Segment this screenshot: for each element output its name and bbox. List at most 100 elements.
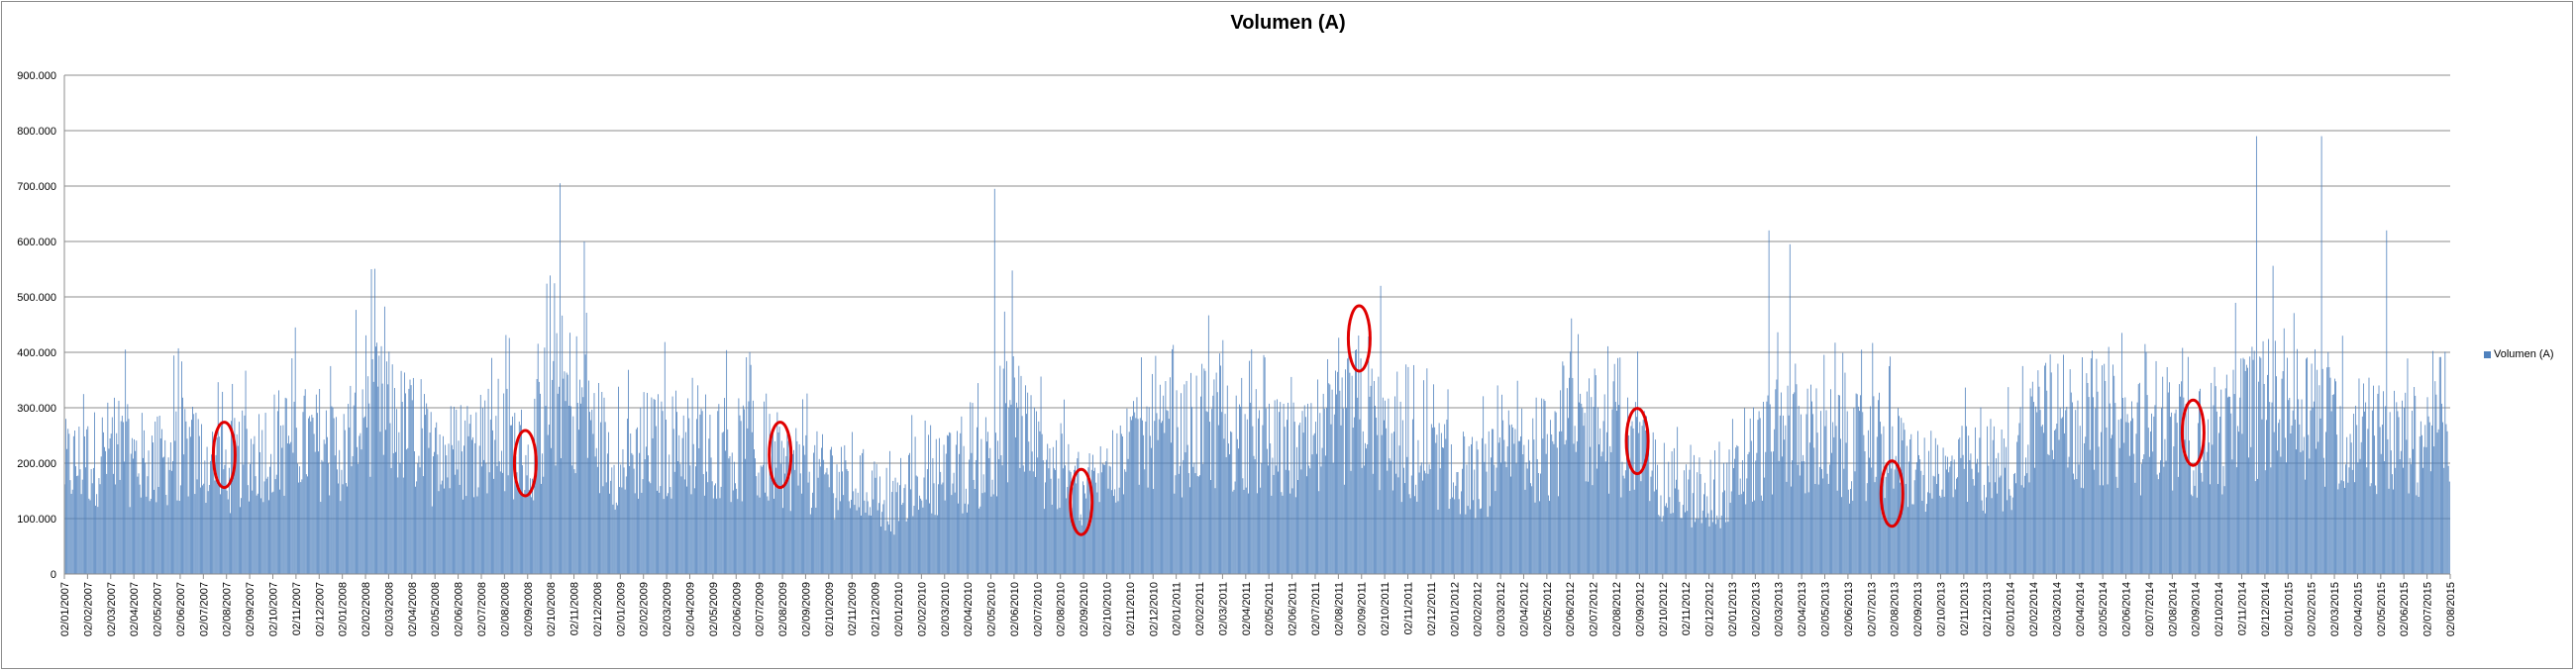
bar xyxy=(825,472,827,574)
bar xyxy=(396,409,398,574)
bar xyxy=(2309,458,2311,574)
bar xyxy=(1700,474,1701,574)
bar xyxy=(1398,445,1400,574)
bar xyxy=(1537,473,1539,574)
bar xyxy=(1542,438,1544,574)
bar xyxy=(1210,480,1211,574)
bar xyxy=(818,458,820,574)
bar xyxy=(479,394,481,574)
bar xyxy=(408,388,410,574)
bar xyxy=(391,364,393,574)
bar xyxy=(1380,285,1382,574)
bar xyxy=(1300,469,1302,574)
bar xyxy=(379,432,381,574)
bar xyxy=(591,409,593,574)
bar xyxy=(1807,492,1809,574)
bar xyxy=(901,505,903,574)
bar xyxy=(366,427,367,574)
bar xyxy=(1464,435,1466,574)
bar xyxy=(293,401,295,574)
bar xyxy=(767,496,769,574)
bar xyxy=(263,481,265,574)
bar xyxy=(260,498,262,574)
x-tick-label: 02/02/2012 xyxy=(1473,582,1485,636)
bar xyxy=(1706,496,1708,574)
bar xyxy=(2408,493,2410,574)
bar xyxy=(1122,436,1123,574)
bar xyxy=(419,467,421,574)
bar xyxy=(1189,487,1190,574)
bar xyxy=(708,438,710,574)
x-tick-label: 02/01/2011 xyxy=(1172,582,1184,635)
bar xyxy=(1964,387,1966,574)
bar xyxy=(2280,456,2282,574)
bar xyxy=(2441,403,2442,574)
bar xyxy=(578,430,579,574)
bar xyxy=(1292,402,1294,574)
bar xyxy=(2259,356,2261,574)
bar xyxy=(1118,487,1120,574)
x-tick-label: 02/04/2015 xyxy=(2352,582,2364,636)
bar xyxy=(851,499,852,574)
bar xyxy=(192,407,193,574)
bar xyxy=(2024,475,2025,574)
bar xyxy=(990,496,992,574)
bar xyxy=(1885,476,1887,574)
bar xyxy=(2415,395,2417,574)
bar xyxy=(1846,411,1848,574)
bar xyxy=(191,420,192,574)
bar xyxy=(744,409,745,574)
bar xyxy=(683,479,685,574)
x-tick-label: 02/06/2015 xyxy=(2399,582,2411,636)
bar xyxy=(164,439,166,574)
bar xyxy=(1658,515,1660,574)
bar xyxy=(1040,376,1042,574)
bar xyxy=(2215,411,2217,574)
bar xyxy=(476,496,478,574)
x-tick-label: 02/08/2013 xyxy=(1890,582,1902,636)
bar xyxy=(1769,404,1771,574)
bar xyxy=(410,385,412,574)
bar xyxy=(153,442,154,574)
bar xyxy=(935,438,937,574)
bar xyxy=(1086,474,1088,574)
bar xyxy=(1378,376,1380,574)
bar xyxy=(1196,476,1198,574)
x-tick-label: 02/09/2014 xyxy=(2191,582,2203,636)
bar xyxy=(1575,451,1577,574)
bar xyxy=(547,434,549,574)
bar xyxy=(1556,447,1558,574)
bar xyxy=(1442,447,1443,574)
bar xyxy=(1636,417,1637,574)
x-tick-label: 02/11/2010 xyxy=(1125,582,1137,635)
bar xyxy=(1890,356,1892,574)
bar xyxy=(325,410,327,574)
bar xyxy=(2074,479,2076,574)
bar xyxy=(1068,443,1070,574)
x-tick-label: 02/12/2008 xyxy=(592,582,604,636)
x-tick-label: 02/11/2013 xyxy=(1959,582,1971,635)
bar xyxy=(2298,399,2300,574)
bar xyxy=(311,415,313,574)
bar xyxy=(2085,436,2087,574)
bar xyxy=(2313,401,2315,574)
bar xyxy=(252,490,254,574)
bar xyxy=(2034,467,2035,574)
x-tick-label: 02/05/2015 xyxy=(2376,582,2388,636)
bar xyxy=(1387,470,1389,574)
bar xyxy=(1261,462,1263,574)
bar xyxy=(2097,391,2099,574)
bar xyxy=(1893,488,1895,574)
x-tick-label: 02/10/2014 xyxy=(2214,582,2225,636)
bar xyxy=(877,503,879,574)
bar xyxy=(1229,454,1230,574)
bar xyxy=(458,440,460,574)
bar xyxy=(114,397,115,574)
bar xyxy=(504,491,506,574)
bar xyxy=(1260,487,1262,574)
bar xyxy=(491,357,492,574)
bar xyxy=(1070,472,1072,574)
bar xyxy=(1768,230,1770,575)
bar xyxy=(522,465,523,574)
bar xyxy=(943,444,945,574)
